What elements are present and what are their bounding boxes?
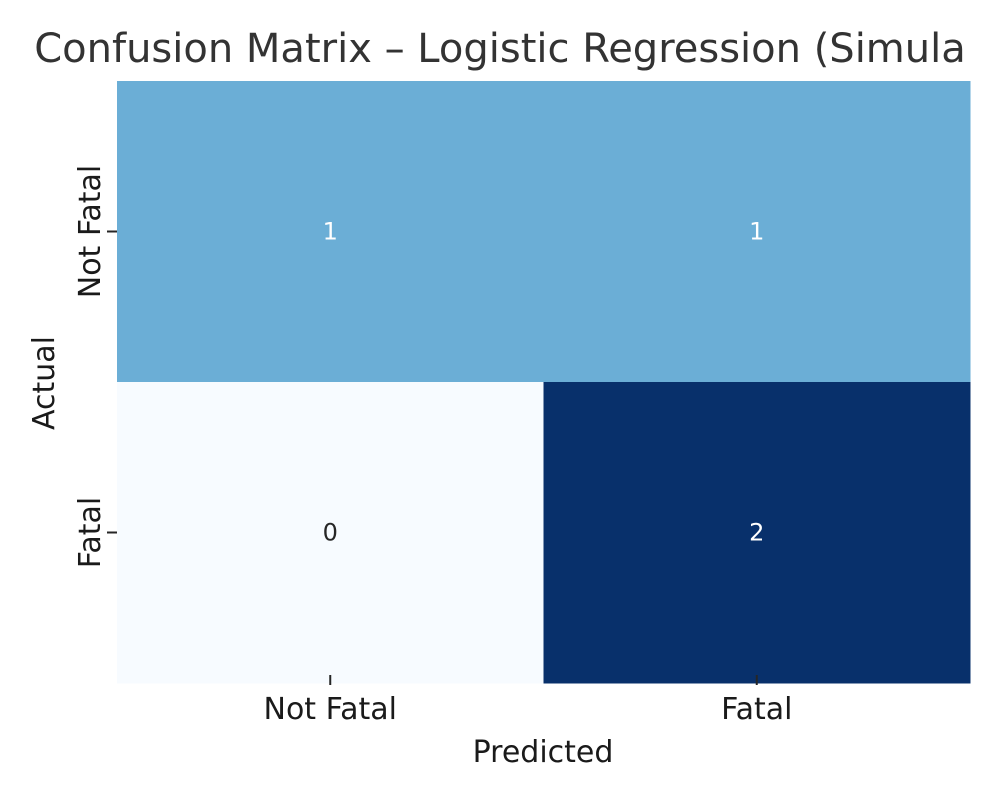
- cell-value-label: 1: [749, 218, 764, 246]
- cell-values: 1 1 0 2: [323, 218, 765, 547]
- cell-value-label: 1: [323, 218, 338, 246]
- y-tick-label: Not Fatal: [73, 165, 108, 298]
- y-tick-label: Fatal: [73, 497, 108, 568]
- x-axis-title: Predicted: [473, 735, 614, 770]
- heatmap-cells: [117, 81, 971, 684]
- heatmap-cell: [117, 81, 544, 383]
- x-tick-label: Not Fatal: [264, 692, 397, 727]
- cell-value-label: 2: [749, 519, 764, 547]
- heatmap-cell: [543, 81, 971, 383]
- chart-title: Confusion Matrix – Logistic Regression (…: [34, 26, 966, 72]
- heatmap-cell: [117, 382, 544, 684]
- axis-tick-labels: Not Fatal Fatal Not Fatal Fatal: [73, 165, 792, 727]
- cell-value-label: 0: [323, 519, 338, 547]
- x-tick-label: Fatal: [721, 692, 792, 727]
- heatmap-cell: [543, 382, 971, 684]
- y-axis-title: Actual: [27, 336, 62, 430]
- axis-ticks: [107, 230, 758, 685]
